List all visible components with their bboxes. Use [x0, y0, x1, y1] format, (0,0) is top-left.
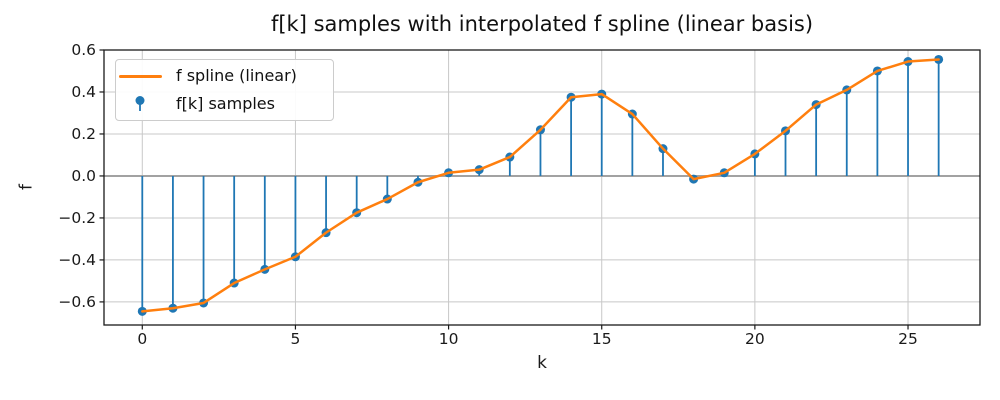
- legend-line-swatch: [116, 74, 164, 78]
- y-axis-label: f: [16, 184, 37, 190]
- y-tick-label: −0.6: [58, 292, 96, 311]
- chart-title: f[k] samples with interpolated f spline …: [270, 12, 814, 36]
- y-tick-label: 0.2: [71, 124, 96, 143]
- legend-item-spline: f spline (linear): [116, 62, 333, 90]
- legend-label-samples: f[k] samples: [176, 94, 275, 113]
- x-tick-label: 25: [898, 330, 918, 348]
- y-tick-label: 0.0: [71, 166, 96, 185]
- x-tick-label: 20: [744, 330, 765, 348]
- line-sample-icon: [118, 74, 162, 78]
- x-tick-label: 0: [137, 330, 148, 348]
- y-tick-label: −0.4: [58, 250, 96, 269]
- legend-item-samples: f[k] samples: [116, 90, 333, 118]
- x-tick-label: 15: [591, 330, 612, 348]
- y-tick-label: 0.6: [71, 41, 96, 59]
- x-tick-label: 10: [438, 330, 459, 348]
- x-axis-label: k: [537, 353, 547, 373]
- legend-stem-marker-icon: [116, 93, 164, 115]
- x-tick-label: 5: [290, 330, 301, 348]
- legend: f spline (linear) f[k] samples: [115, 59, 334, 121]
- axes-spines: [103, 49, 981, 326]
- spline-line: [141, 58, 940, 313]
- y-tick-label: 0.4: [71, 82, 96, 101]
- y-tick-label: −0.2: [58, 208, 96, 227]
- legend-label-spline: f spline (linear): [176, 66, 297, 85]
